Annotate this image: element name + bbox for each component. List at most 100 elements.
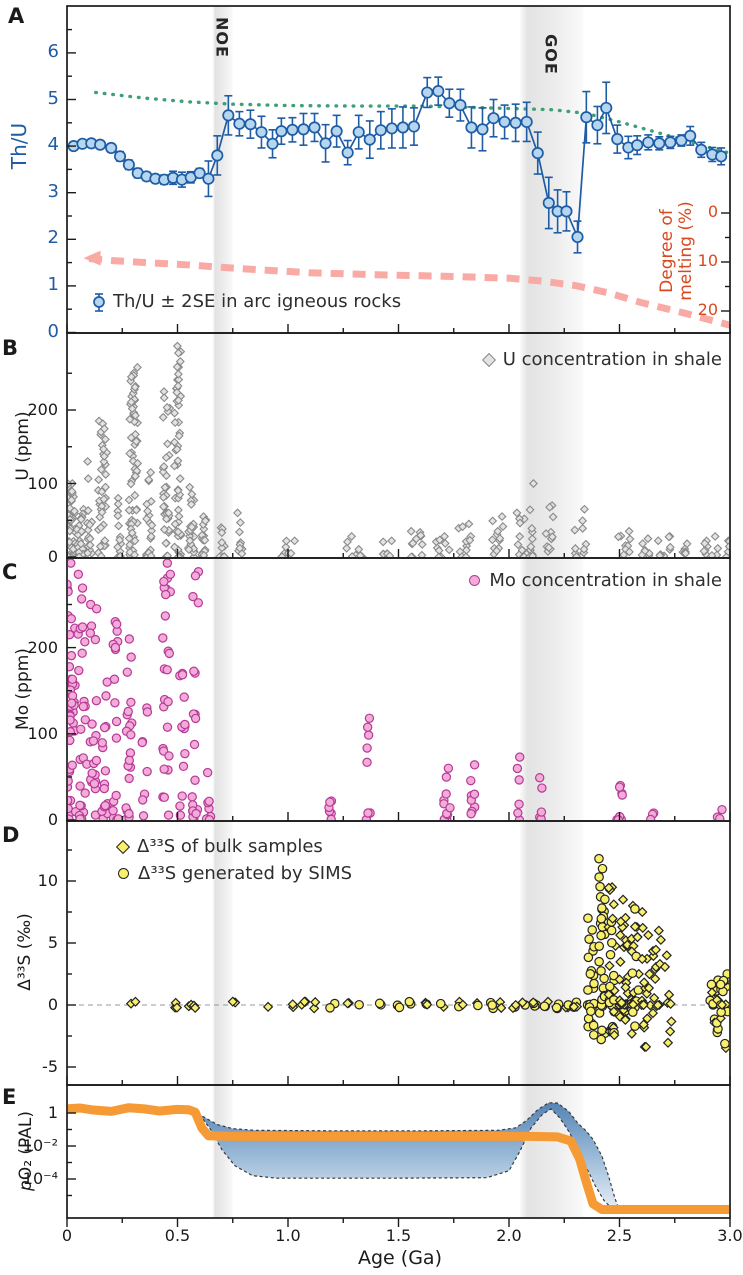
d33s-bulk-point — [287, 999, 298, 1010]
u-shale-point — [347, 531, 357, 541]
mo-shale-point — [91, 695, 102, 706]
d33s-sims-point — [597, 863, 608, 874]
d33s-sims-point — [404, 996, 415, 1007]
u-shale-point — [114, 521, 124, 531]
u-shale-point — [101, 482, 110, 492]
u-shale-point — [434, 552, 444, 557]
u-shale-point — [342, 543, 352, 553]
u-shale-point — [76, 539, 86, 549]
u-shale-point — [130, 410, 140, 420]
d33s-bulk-point — [608, 899, 619, 910]
d33s-bulk-point — [622, 939, 633, 951]
u-shale-point — [146, 531, 156, 541]
d33s-bulk-point — [617, 894, 629, 905]
mo-shale-point — [110, 642, 121, 653]
thu-point — [560, 205, 573, 218]
u-shale-point — [130, 490, 140, 500]
u-shale-point — [498, 522, 508, 532]
panel-b-data — [68, 341, 729, 557]
u-shale-point — [69, 506, 79, 516]
d33s-bulk-point — [421, 999, 433, 1010]
d33s-bulk-point — [650, 973, 661, 985]
d33s-sims-point — [587, 925, 598, 935]
u-shale-point — [68, 526, 75, 536]
u-shale-point — [133, 458, 143, 468]
mo-shale-point — [68, 814, 74, 820]
d33s-bulk-point — [310, 996, 321, 1008]
thu-point — [275, 125, 288, 138]
u-shale-point — [163, 551, 173, 557]
d33s-bulk-point — [604, 960, 615, 971]
mo-shale-point — [160, 589, 171, 600]
u-shale-point — [512, 508, 522, 518]
mo-shale-point — [362, 757, 372, 768]
mo-shale-point — [99, 783, 109, 794]
u-shale-point — [126, 372, 136, 382]
mo-shale-point — [159, 792, 170, 803]
mo-shale-point — [68, 559, 76, 568]
u-shale-point — [100, 536, 110, 546]
mo-shale-point — [100, 800, 110, 811]
u-shale-point — [99, 451, 109, 461]
d33s-bulk-point — [638, 977, 650, 988]
mo-shale-point — [190, 571, 201, 581]
d33s-bulk-point — [609, 1029, 620, 1041]
u-shale-point — [96, 465, 106, 475]
d33s-bulk-point — [652, 999, 663, 1011]
thu-point — [520, 115, 533, 128]
u-shale-point — [131, 436, 141, 446]
mo-shale-point — [75, 781, 85, 791]
u-shale-point — [347, 552, 357, 557]
mo-shale-point — [142, 707, 153, 717]
u-shale-point — [406, 526, 416, 536]
u-shale-point — [541, 529, 551, 539]
mo-shale-point — [68, 661, 75, 672]
d33s-sims-point — [630, 1021, 640, 1031]
u-shale-point — [461, 552, 471, 557]
u-shale-point — [544, 543, 554, 553]
u-shale-point — [570, 544, 580, 553]
thu-line — [73, 90, 722, 238]
u-shale-point — [710, 531, 720, 541]
mo-shale-point — [514, 799, 524, 809]
u-shale-point — [74, 552, 84, 557]
mo-shale-point — [441, 789, 451, 799]
u-shale-point — [517, 545, 527, 555]
u-shale-point — [159, 525, 169, 534]
thu-point — [476, 123, 489, 136]
thu-point — [211, 149, 224, 162]
thu-point — [363, 133, 376, 146]
u-shale-point — [513, 540, 523, 550]
mo-shale-point — [191, 808, 201, 819]
u-shale-point — [142, 514, 152, 524]
d33s-bulk-point — [637, 922, 648, 934]
mo-shale-point — [325, 797, 335, 807]
d33s-sims-point — [585, 969, 596, 979]
u-shale-point — [170, 408, 180, 418]
u-shale-point — [115, 535, 125, 545]
u-shale-point — [173, 348, 183, 358]
u-shale-point — [526, 542, 536, 552]
u-shale-point — [160, 482, 170, 492]
mo-shale-point — [178, 761, 189, 772]
u-shale-point — [527, 523, 537, 533]
u-shale-point — [72, 524, 82, 534]
mo-shale-point — [126, 697, 136, 708]
d33s-bulk-point — [642, 1013, 653, 1024]
u-shale-point — [199, 524, 209, 534]
d33s-bulk-point — [614, 974, 625, 985]
mo-shale-point — [160, 611, 171, 621]
u-shale-point — [184, 545, 194, 555]
d33s-bulk-point — [637, 906, 648, 918]
d33s-sims-point — [588, 1020, 599, 1031]
d33s-sims-point — [589, 978, 599, 989]
thu-point — [664, 136, 677, 149]
model-po2-upper-bound — [192, 1102, 621, 1211]
u-shale-point — [387, 536, 397, 546]
u-shale-point — [170, 437, 179, 447]
mo-shale-point — [87, 768, 97, 778]
d33s-sims-point — [583, 985, 593, 995]
mo-shale-point — [164, 751, 174, 761]
